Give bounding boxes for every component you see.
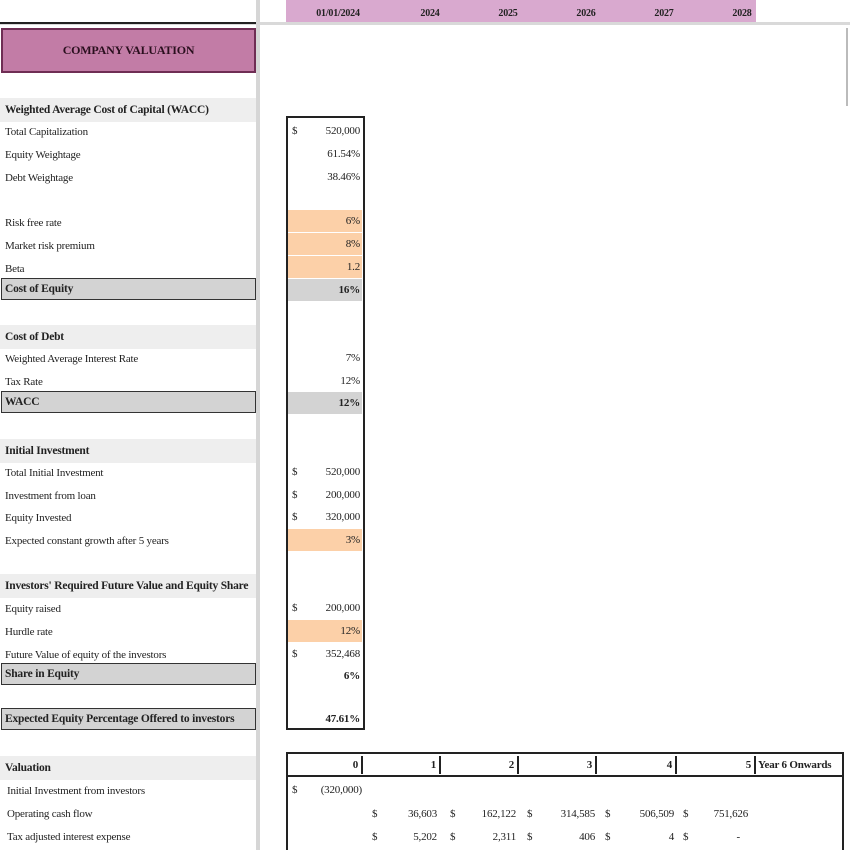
value-interest-rate[interactable]: 7% <box>345 352 360 364</box>
section-heading-investors: Investors' Required Future Value and Equ… <box>0 574 256 598</box>
label-tax-rate: Tax Rate <box>5 376 43 388</box>
header-year-2024: 2024 <box>420 8 440 19</box>
section-heading-wacc: Weighted Average Cost of Capital (WACC) <box>0 98 256 122</box>
value-future-value[interactable]: 352,468 <box>325 648 361 660</box>
period-5: 5 <box>677 756 756 774</box>
period-1: 1 <box>363 756 441 774</box>
label-hurdle-rate: Hurdle rate <box>5 626 53 638</box>
currency-symbol: $ <box>292 489 298 501</box>
header-divider <box>0 22 850 25</box>
label-interest-rate: Weighted Average Interest Rate <box>5 353 139 365</box>
currency-symbol: $ <box>527 831 533 843</box>
currency-symbol: $ <box>605 831 611 843</box>
currency-symbol: $ <box>450 808 456 820</box>
label-initial-investment-from-investors: Initial Investment from investors <box>7 785 145 797</box>
value-investment-from-loan[interactable]: 200,000 <box>325 489 361 501</box>
section-heading-cost-of-debt: Cost of Debt <box>0 325 256 349</box>
label-total-capitalization: Total Capitalization <box>5 126 88 138</box>
sheet-edge-marker <box>846 28 848 106</box>
label-investment-from-loan: Investment from loan <box>5 490 96 502</box>
timeline-header-band <box>286 0 756 24</box>
cell-operating-cash-flow-3[interactable]: 314,585 <box>560 808 596 820</box>
label-expected-growth: Expected constant growth after 5 years <box>5 535 169 547</box>
value-share-in-equity[interactable]: 6% <box>343 670 360 682</box>
period-year-6-onwards: Year 6 Onwards <box>758 759 832 771</box>
label-wacc: WACC <box>1 391 256 413</box>
label-debt-weightage: Debt Weightage <box>5 172 73 184</box>
input-expected-growth[interactable]: 3% <box>288 529 362 551</box>
value-tax-rate[interactable]: 12% <box>340 375 360 387</box>
period-3: 3 <box>519 756 597 774</box>
valuation-table <box>286 752 844 850</box>
cell-tax-interest-2[interactable]: 2,311 <box>492 831 517 843</box>
currency-symbol: $ <box>292 648 298 660</box>
input-market-risk-premium[interactable]: 8% <box>288 233 362 255</box>
period-0: 0 <box>288 756 363 774</box>
currency-symbol: $ <box>372 808 378 820</box>
cell-tax-interest-5[interactable]: - <box>736 831 741 843</box>
cell-initial-investment-0[interactable]: (320,000) <box>320 784 362 796</box>
label-future-value: Future Value of equity of the investors <box>5 649 167 661</box>
header-year-2027: 2027 <box>654 8 674 19</box>
currency-symbol: $ <box>450 831 456 843</box>
valuation-header-row <box>286 753 844 777</box>
input-risk-free-rate[interactable]: 6% <box>288 210 362 232</box>
currency-symbol: $ <box>292 602 298 614</box>
period-4: 4 <box>597 756 677 774</box>
value-total-capitalization[interactable]: 520,000 <box>325 125 361 137</box>
value-equity-raised[interactable]: 200,000 <box>325 602 361 614</box>
value-equity-invested[interactable]: 320,000 <box>325 511 361 523</box>
cell-tax-interest-1[interactable]: 5,202 <box>413 831 437 843</box>
header-year-2025: 2025 <box>498 8 518 19</box>
currency-symbol: $ <box>683 808 689 820</box>
currency-symbol: $ <box>292 511 298 523</box>
label-total-initial-investment: Total Initial Investment <box>5 467 104 479</box>
label-equity-invested: Equity Invested <box>5 512 72 524</box>
currency-symbol: $ <box>292 125 298 137</box>
value-total-initial-investment[interactable]: 520,000 <box>325 466 361 478</box>
column-divider <box>256 0 260 850</box>
label-tax-adjusted-interest: Tax adjusted interest expense <box>7 831 131 843</box>
label-beta: Beta <box>5 263 25 275</box>
label-risk-free-rate: Risk free rate <box>5 217 62 229</box>
value-cost-of-equity[interactable]: 16% <box>288 279 362 301</box>
currency-symbol: $ <box>292 466 298 478</box>
input-values-column <box>286 116 365 730</box>
cell-operating-cash-flow-5[interactable]: 751,626 <box>713 808 749 820</box>
label-share-in-equity: Share in Equity <box>1 663 256 685</box>
currency-symbol: $ <box>292 784 298 796</box>
label-expected-equity-percentage: Expected Equity Percentage Offered to in… <box>1 708 256 730</box>
cell-operating-cash-flow-2[interactable]: 162,122 <box>481 808 517 820</box>
input-beta[interactable]: 1.2 <box>288 256 362 278</box>
header-year-2028: 2028 <box>732 8 752 19</box>
value-equity-weightage[interactable]: 61.54% <box>327 148 360 160</box>
header-left-rule <box>0 22 256 24</box>
page-title: COMPANY VALUATION <box>1 28 256 73</box>
cell-operating-cash-flow-1[interactable]: 36,603 <box>407 808 437 820</box>
value-expected-equity-percentage[interactable]: 47.61% <box>325 713 360 725</box>
cell-tax-interest-3[interactable]: 406 <box>579 831 595 843</box>
cell-tax-interest-4[interactable]: 4 <box>668 831 675 843</box>
currency-symbol: $ <box>527 808 533 820</box>
cell-operating-cash-flow-4[interactable]: 506,509 <box>639 808 675 820</box>
label-equity-weightage: Equity Weightage <box>5 149 81 161</box>
label-market-risk-premium: Market risk premium <box>5 240 95 252</box>
value-wacc[interactable]: 12% <box>288 392 362 414</box>
header-year-2026: 2026 <box>576 8 596 19</box>
currency-symbol: $ <box>683 831 689 843</box>
section-heading-valuation: Valuation <box>0 756 256 780</box>
label-operating-cash-flow: Operating cash flow <box>7 808 93 820</box>
currency-symbol: $ <box>372 831 378 843</box>
label-cost-of-equity: Cost of Equity <box>1 278 256 300</box>
period-2: 2 <box>441 756 519 774</box>
input-hurdle-rate[interactable]: 12% <box>288 620 362 642</box>
section-heading-initial-investment: Initial Investment <box>0 439 256 463</box>
value-debt-weightage[interactable]: 38.46% <box>327 171 360 183</box>
header-date: 01/01/2024 <box>316 8 360 19</box>
currency-symbol: $ <box>605 808 611 820</box>
label-equity-raised: Equity raised <box>5 603 61 615</box>
